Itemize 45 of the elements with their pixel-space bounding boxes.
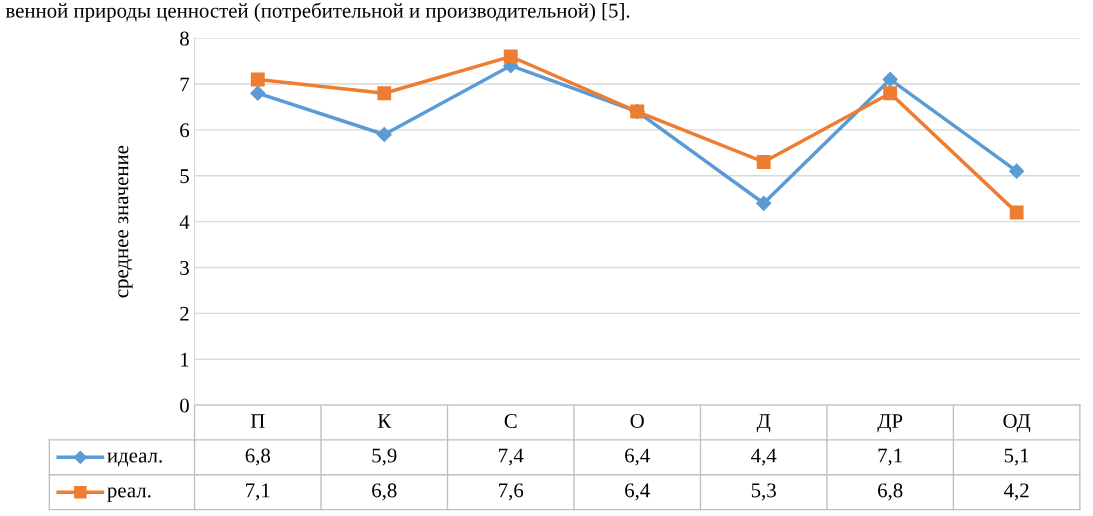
- data-label: 6,8: [878, 483, 903, 501]
- y-tick-label: 5: [180, 169, 189, 184]
- data-label: 6,8: [372, 483, 397, 501]
- x-tick-label: П: [250, 414, 265, 428]
- data-label: 7,1: [878, 448, 902, 466]
- data-label: 5,9: [372, 448, 397, 466]
- point: [882, 71, 898, 88]
- x-tick-label: К: [377, 414, 392, 428]
- y-tick-label: 3: [180, 260, 189, 275]
- point: [376, 126, 392, 143]
- data-label: 6,8: [245, 448, 271, 466]
- y-tick-label: 2: [180, 306, 189, 321]
- y-tick-label: 6: [180, 123, 190, 138]
- y-tick-label: 7: [180, 77, 190, 92]
- legend-label: реал.: [107, 487, 151, 502]
- x-tick-label: О: [630, 414, 644, 429]
- x-tick-label: С: [504, 414, 517, 429]
- data-label: 4,2: [1004, 483, 1029, 501]
- point: [756, 155, 771, 169]
- point: [377, 86, 392, 101]
- data-label: 6,4: [625, 448, 650, 466]
- y-axis-title: среднее значение: [118, 145, 133, 298]
- x-tick-label: ДР: [877, 414, 903, 433]
- point: [1009, 163, 1025, 179]
- data-label: 5,1: [1004, 448, 1029, 466]
- point: [250, 72, 265, 87]
- data-label: 6,4: [625, 483, 650, 501]
- point: [250, 85, 266, 101]
- y-tick-label: 0: [180, 398, 189, 413]
- text: венной природы ценностей (потребительной и производительной) [5].: [5, 2, 630, 22]
- legend-label: идеал.: [107, 452, 162, 467]
- data-label: 5,3: [751, 483, 776, 501]
- data-label: 4,4: [751, 448, 777, 466]
- y-tick-label: 4: [179, 215, 190, 229]
- y-tick-label: 1: [181, 352, 189, 367]
- x-tick-label: Д: [756, 414, 771, 433]
- data-label: 7,6: [499, 483, 524, 501]
- point: [756, 195, 772, 211]
- point: [1009, 205, 1024, 220]
- data-label: 7,4: [499, 448, 524, 466]
- y-tick-label: 8: [180, 31, 189, 46]
- point: [503, 49, 518, 64]
- x-tick-label: ОД: [1003, 414, 1031, 433]
- data-label: 7,1: [246, 483, 270, 501]
- point: [883, 86, 898, 101]
